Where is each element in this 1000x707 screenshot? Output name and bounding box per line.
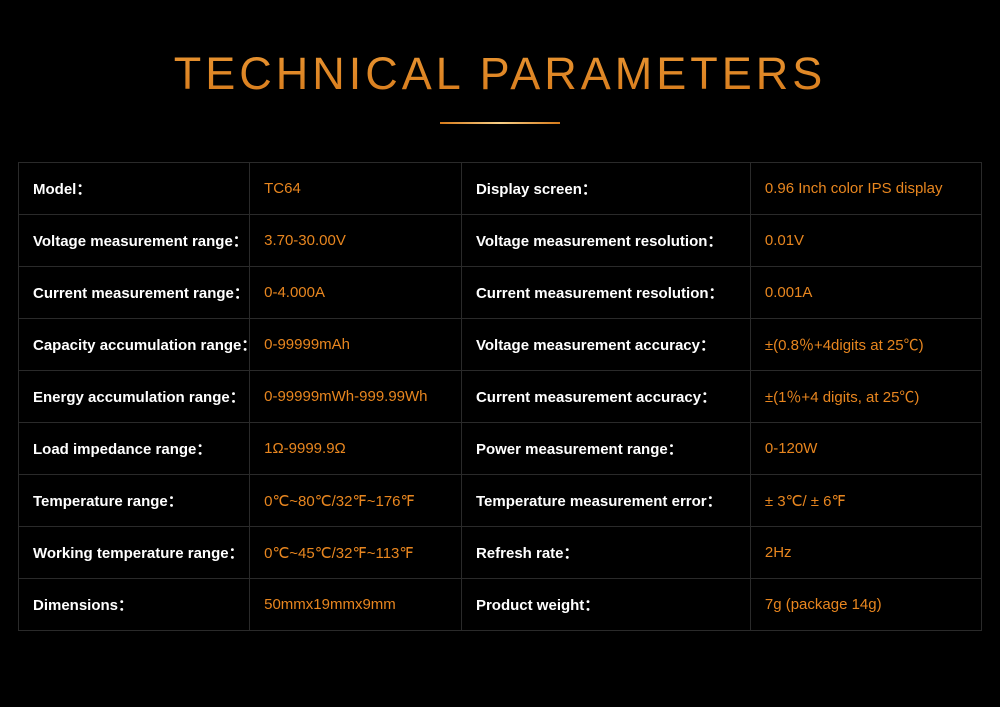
spec-value-right: 0.96 Inch color IPS display — [750, 163, 981, 215]
spec-label-left: Capacity accumulation range： — [19, 319, 250, 371]
table-row: Capacity accumulation range：0-99999mAhVo… — [19, 319, 982, 371]
spec-label-left: Dimensions： — [19, 579, 250, 631]
spec-value-right: ± 3℃/ ± 6℉ — [750, 475, 981, 527]
table-row: Model：TC64Display screen：0.96 Inch color… — [19, 163, 982, 215]
spec-value-left: 50mmx19mmx9mm — [250, 579, 462, 631]
spec-label-right: Voltage measurement accuracy： — [461, 319, 750, 371]
spec-label-left: Energy accumulation range： — [19, 371, 250, 423]
table-row: Voltage measurement range：3.70-30.00VVol… — [19, 215, 982, 267]
spec-label-right: Current measurement resolution： — [461, 267, 750, 319]
spec-value-left: 0-4.000A — [250, 267, 462, 319]
table-row: Current measurement range：0-4.000ACurren… — [19, 267, 982, 319]
spec-label-left: Load impedance range： — [19, 423, 250, 475]
spec-label-right: Refresh rate： — [461, 527, 750, 579]
page-title: TECHNICAL PARAMETERS — [0, 0, 1000, 100]
spec-label-left: Model： — [19, 163, 250, 215]
table-row: Working temperature range：0℃~45℃/32℉~113… — [19, 527, 982, 579]
spec-label-left: Temperature range： — [19, 475, 250, 527]
spec-label-left: Current measurement range： — [19, 267, 250, 319]
spec-value-left: 0℃~80℃/32℉~176℉ — [250, 475, 462, 527]
spec-value-right: 2Hz — [750, 527, 981, 579]
spec-value-right: 0.01V — [750, 215, 981, 267]
table-row: Energy accumulation range：0-99999mWh-999… — [19, 371, 982, 423]
spec-label-left: Voltage measurement range： — [19, 215, 250, 267]
spec-table-wrap: Model：TC64Display screen：0.96 Inch color… — [18, 162, 982, 631]
spec-value-left: 0-99999mWh-999.99Wh — [250, 371, 462, 423]
spec-label-right: Power measurement range： — [461, 423, 750, 475]
spec-value-left: 3.70-30.00V — [250, 215, 462, 267]
spec-label-right: Current measurement accuracy： — [461, 371, 750, 423]
spec-table: Model：TC64Display screen：0.96 Inch color… — [18, 162, 982, 631]
title-underline — [440, 122, 560, 124]
spec-value-right: 7g (package 14g) — [750, 579, 981, 631]
spec-value-left: 0℃~45℃/32℉~113℉ — [250, 527, 462, 579]
spec-value-right: ±(0.8％+4digits at 25℃) — [750, 319, 981, 371]
table-row: Load impedance range：1Ω-9999.9ΩPower mea… — [19, 423, 982, 475]
spec-label-right: Voltage measurement resolution： — [461, 215, 750, 267]
spec-value-left: 0-99999mAh — [250, 319, 462, 371]
spec-value-left: TC64 — [250, 163, 462, 215]
spec-value-left: 1Ω-9999.9Ω — [250, 423, 462, 475]
spec-label-right: Display screen： — [461, 163, 750, 215]
spec-label-left: Working temperature range： — [19, 527, 250, 579]
spec-label-right: Product weight： — [461, 579, 750, 631]
spec-label-right: Temperature measurement error： — [461, 475, 750, 527]
table-row: Temperature range：0℃~80℃/32℉~176℉Tempera… — [19, 475, 982, 527]
spec-value-right: 0.001A — [750, 267, 981, 319]
spec-value-right: ±(1％+4 digits, at 25℃) — [750, 371, 981, 423]
table-row: Dimensions：50mmx19mmx9mmProduct weight：7… — [19, 579, 982, 631]
spec-value-right: 0-120W — [750, 423, 981, 475]
